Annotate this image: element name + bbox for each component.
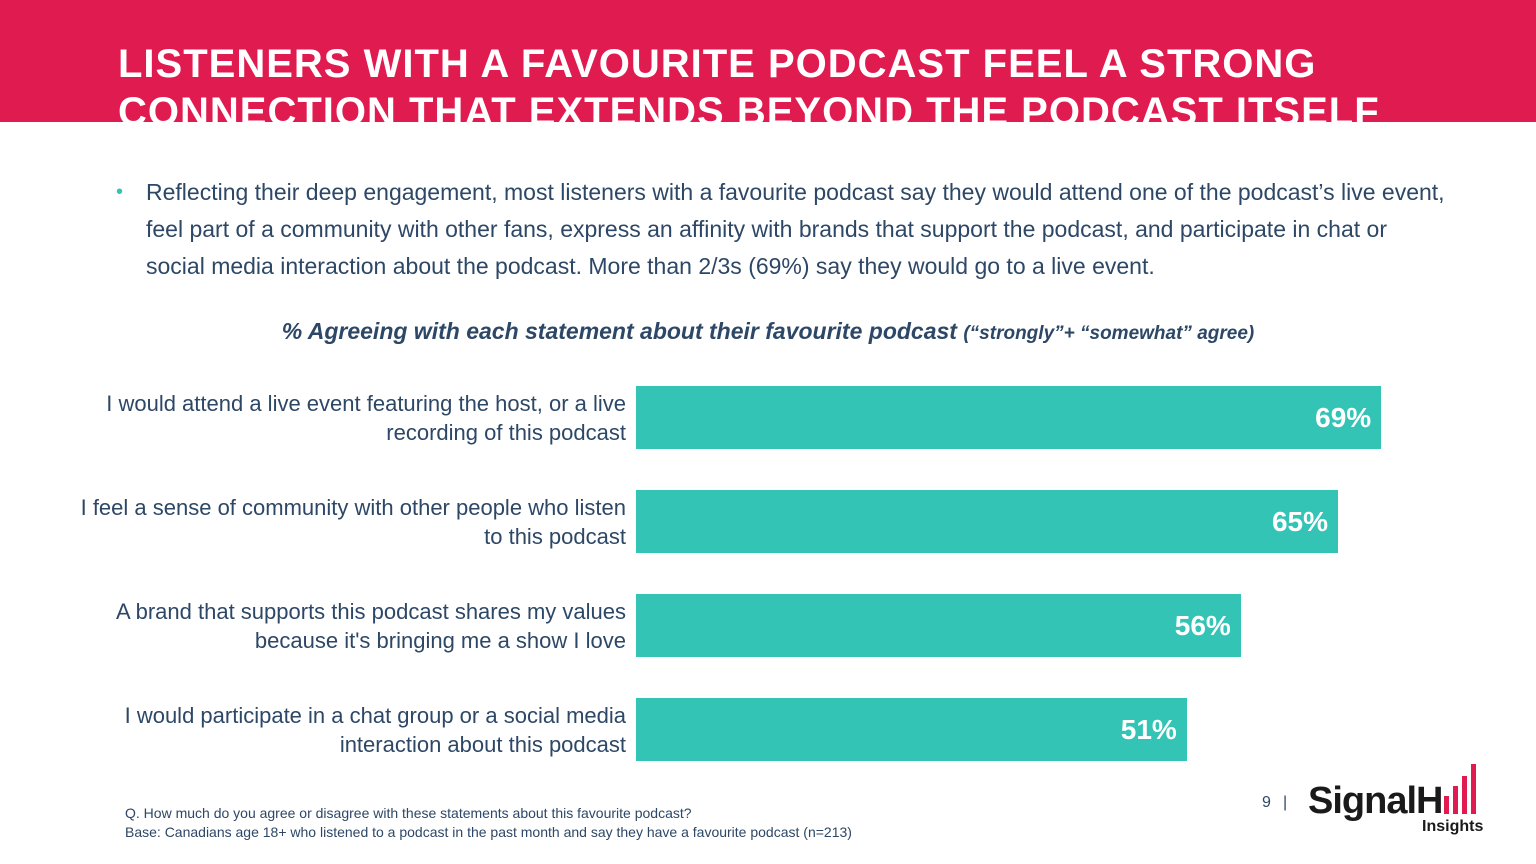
chart-title-main: % Agreeing with each statement about the…: [281, 318, 957, 344]
category-label: A brand that supports this podcast share…: [116, 598, 626, 653]
page-separator: |: [1283, 794, 1288, 811]
signalhill-logo: SignalH Insights: [1306, 764, 1496, 840]
page-number: 9: [1262, 794, 1271, 811]
logo-insights: Insights: [1422, 818, 1484, 835]
chart-title: % Agreeing with each statement about the…: [0, 318, 1536, 345]
summary-text: Reflecting their deep engagement, most l…: [146, 179, 1445, 279]
logo-bars-icon: [1444, 764, 1476, 814]
page-title: LISTENERS WITH A FAVOURITE PODCAST FEEL …: [118, 42, 1380, 122]
footnote: Q. How much do you agree or disagree wit…: [125, 804, 852, 842]
bar-value-label: 51%: [1120, 714, 1177, 745]
header-banner: LISTENERS WITH A FAVOURITE PODCAST FEEL …: [0, 0, 1536, 122]
bar-value-label: 69%: [1315, 402, 1372, 433]
footnote-base: Base: Canadians age 18+ who listened to …: [125, 824, 852, 840]
bar: 69%: [636, 386, 1382, 449]
category-label: I would participate in a chat group or a…: [124, 702, 626, 757]
logo-wordmark: SignalH: [1308, 780, 1443, 822]
bar: 56%: [636, 594, 1241, 657]
chart-title-sub: (“strongly”+ “somewhat” agree): [963, 323, 1255, 344]
bullet-dot-icon: •: [116, 181, 124, 203]
summary-bullet: • Reflecting their deep engagement, most…: [116, 174, 1446, 285]
bar: 51%: [636, 698, 1187, 761]
footnote-question: Q. How much do you agree or disagree wit…: [125, 805, 692, 821]
bar-value-label: 56%: [1174, 610, 1231, 641]
category-label: I would attend a live event featuring th…: [106, 390, 626, 445]
bar-value-label: 65%: [1271, 506, 1328, 537]
category-label: I feel a sense of community with other p…: [80, 494, 626, 549]
bar: 65%: [636, 490, 1338, 553]
